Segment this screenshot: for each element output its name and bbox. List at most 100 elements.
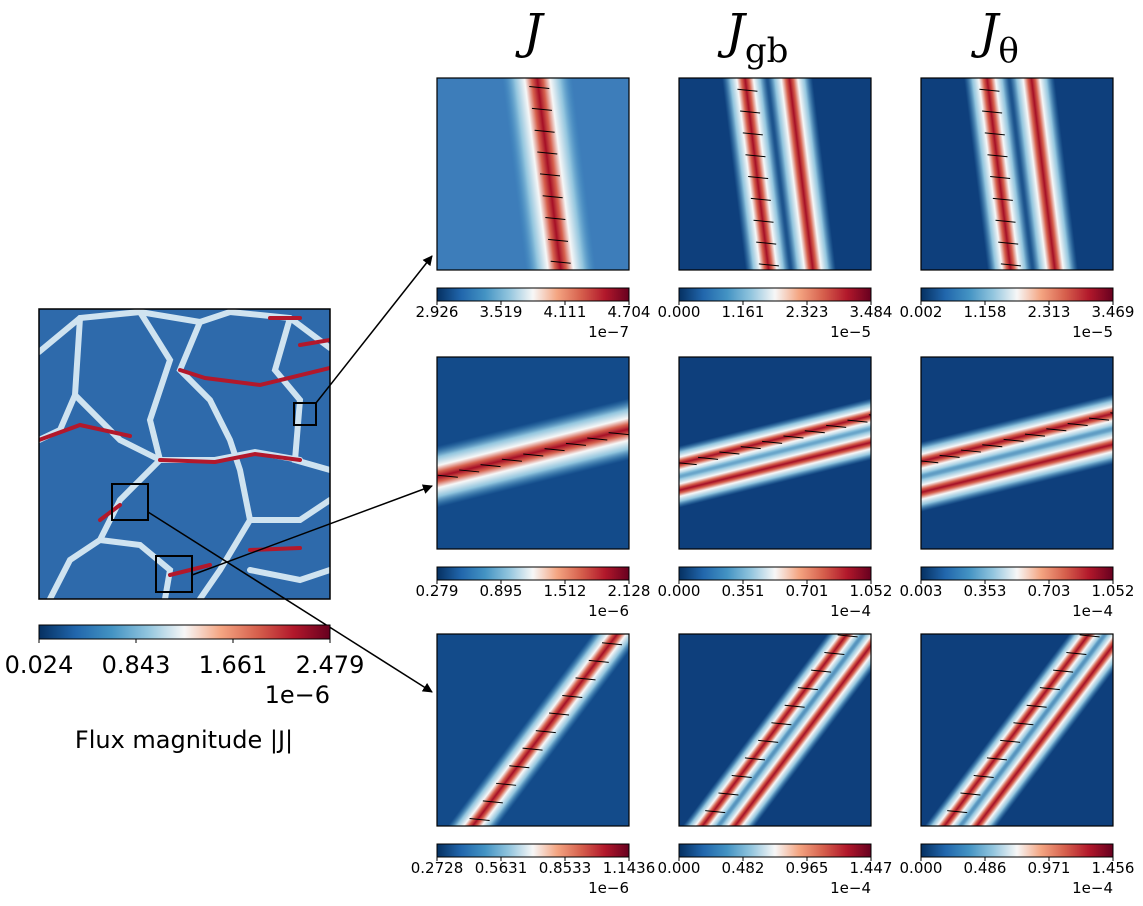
flux-arrow bbox=[758, 739, 779, 743]
flux-arrow bbox=[630, 427, 650, 429]
flux-arrow bbox=[1006, 308, 1026, 310]
panel-field bbox=[703, 78, 855, 270]
zoom-arrows bbox=[147, 255, 433, 693]
flux-arrow bbox=[742, 132, 763, 136]
flux-arrow bbox=[740, 110, 761, 114]
flux-arrow bbox=[1004, 286, 1024, 288]
flux-stripe bbox=[921, 388, 1113, 547]
colorbar-tick-label: 3.469 bbox=[1092, 303, 1135, 321]
flux-panel bbox=[678, 356, 910, 550]
flux-arrow bbox=[771, 722, 792, 726]
flux-arrow bbox=[992, 197, 1013, 201]
flux-arrow bbox=[745, 154, 766, 158]
flux-arrow bbox=[562, 694, 583, 698]
flux-arrow bbox=[934, 828, 954, 830]
flux-arrow bbox=[744, 757, 765, 761]
colorbar-bar bbox=[436, 287, 630, 302]
flux-arrow bbox=[897, 466, 917, 468]
colorbar: 0.000 1.161 2.323 3.484 1e−5 bbox=[658, 287, 892, 341]
flux-arrow bbox=[876, 471, 896, 473]
flux-panel bbox=[678, 77, 872, 271]
flux-arrow bbox=[1088, 417, 1110, 421]
stripe-group bbox=[703, 78, 855, 270]
colorbar-tick-label: 1.161 bbox=[722, 303, 765, 321]
stripe-group bbox=[876, 359, 1143, 547]
colorbar-tick-label: 0.351 bbox=[722, 582, 765, 600]
colorbar: 0.003 0.353 0.703 1.052 1e−4 bbox=[900, 566, 1135, 620]
flux-stripe bbox=[989, 78, 1097, 270]
colorbar-tick-label: 0.2728 bbox=[411, 859, 464, 877]
flux-arrow bbox=[501, 458, 522, 462]
flux-arrow bbox=[544, 448, 565, 452]
flux-arrow bbox=[548, 712, 570, 716]
flux-arrow bbox=[469, 817, 490, 821]
flux-arrow bbox=[523, 453, 544, 457]
flux-arrow bbox=[692, 828, 712, 830]
flux-arrow bbox=[718, 792, 739, 796]
flux-arrow bbox=[998, 241, 1019, 245]
flux-arrow bbox=[588, 659, 609, 663]
flux-arrow bbox=[615, 625, 635, 627]
colorbar: 0.002 1.158 2.313 3.469 1e−5 bbox=[900, 287, 1135, 341]
colorbar-tick-label: 0.000 bbox=[900, 859, 943, 877]
title-subscript: θ bbox=[998, 31, 1018, 71]
stripe-group bbox=[483, 65, 615, 270]
colorbar-bar bbox=[920, 566, 1114, 581]
flux-arrow bbox=[679, 462, 697, 466]
colorbar-bar bbox=[678, 566, 872, 581]
flux-arrow bbox=[986, 757, 1007, 761]
flux-arrow bbox=[783, 435, 804, 439]
flux-arrow bbox=[651, 422, 671, 424]
flux-arrow bbox=[509, 765, 530, 769]
colorbar-tick-label: 1.052 bbox=[1092, 582, 1135, 600]
flux-stripe bbox=[437, 363, 629, 543]
colorbar: 0.000 0.482 0.965 1.447 1e−4 bbox=[658, 843, 892, 897]
flux-arrow bbox=[1053, 669, 1074, 673]
flux-arrow bbox=[750, 197, 771, 201]
flux-panel bbox=[876, 356, 1143, 550]
colorbar-exponent: 1e−5 bbox=[1072, 323, 1113, 341]
flux-arrow bbox=[459, 469, 480, 473]
flux-arrow bbox=[890, 409, 910, 411]
flux-panel bbox=[678, 633, 872, 830]
flux-arrow bbox=[565, 442, 586, 446]
flux-stripe bbox=[945, 78, 1053, 270]
overview-label: Flux magnitude |J| bbox=[75, 726, 293, 754]
colorbar-tick-label: 1.661 bbox=[199, 651, 268, 679]
colorbar-tick-label: 1.456 bbox=[1092, 859, 1135, 877]
flux-arrow bbox=[811, 669, 832, 673]
panel-field bbox=[945, 78, 1097, 310]
colorbar-exponent: 1e−7 bbox=[588, 323, 629, 341]
column-title: Jgb bbox=[717, 4, 789, 71]
colorbar: 0.279 0.895 1.512 2.128 1e−6 bbox=[416, 566, 650, 620]
flux-panel bbox=[920, 633, 1114, 830]
flux-arrow bbox=[1013, 722, 1034, 726]
colorbar-tick-label: 0.279 bbox=[416, 582, 459, 600]
flux-arrow bbox=[608, 432, 629, 436]
colorbar-exponent: 1e−4 bbox=[1072, 879, 1113, 897]
title-symbol: J bbox=[970, 4, 1001, 60]
flux-arrow bbox=[1067, 422, 1088, 426]
flux-arrow bbox=[395, 486, 415, 488]
flux-arrow bbox=[575, 677, 596, 681]
flux-arrow bbox=[1132, 407, 1143, 409]
colorbar-tick-label: 0.5631 bbox=[475, 859, 528, 877]
colorbar-exponent: 1e−4 bbox=[830, 602, 871, 620]
flux-arrow bbox=[587, 437, 608, 441]
flux-arrow bbox=[804, 430, 825, 434]
flux-arrow bbox=[762, 440, 783, 444]
flux-arrow bbox=[979, 88, 1000, 92]
panel-frame bbox=[920, 633, 1114, 827]
panel-field bbox=[437, 625, 635, 826]
flux-stripe bbox=[679, 363, 871, 518]
flux-arrow bbox=[601, 642, 623, 646]
flux-arrow bbox=[740, 446, 761, 450]
colorbar-tick-label: 0.843 bbox=[102, 651, 171, 679]
flux-arrow bbox=[527, 65, 547, 67]
colorbar-tick-label: 0.8533 bbox=[539, 859, 592, 877]
colorbar-tick-label: 2.323 bbox=[786, 303, 829, 321]
flux-arrow bbox=[797, 687, 818, 691]
flux-arrow bbox=[987, 154, 1008, 158]
colorbar-bar bbox=[436, 566, 630, 581]
